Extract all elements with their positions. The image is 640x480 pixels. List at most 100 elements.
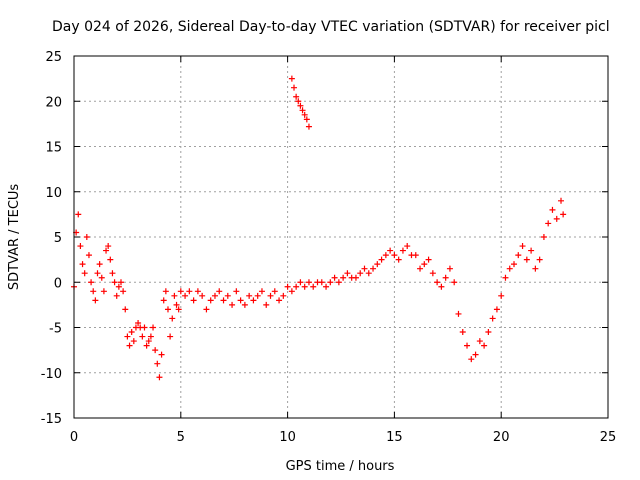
data-point xyxy=(438,283,445,290)
data-point xyxy=(130,338,137,345)
data-point xyxy=(77,243,84,250)
data-point xyxy=(374,261,381,268)
data-point xyxy=(493,306,500,313)
data-point xyxy=(280,292,287,299)
data-point xyxy=(220,297,227,304)
data-point xyxy=(182,292,189,299)
data-point xyxy=(515,252,522,259)
data-point xyxy=(442,274,449,281)
data-point xyxy=(455,310,462,317)
data-point xyxy=(464,342,471,349)
data-point xyxy=(186,288,193,295)
y-tick-label: 20 xyxy=(45,95,62,110)
data-point xyxy=(207,297,214,304)
data-point xyxy=(190,297,197,304)
data-point xyxy=(502,274,509,281)
data-point xyxy=(107,256,114,263)
data-point xyxy=(263,301,270,308)
data-point xyxy=(98,274,105,281)
data-point xyxy=(323,283,330,290)
data-point xyxy=(310,283,317,290)
data-point xyxy=(303,116,310,123)
data-point xyxy=(92,297,99,304)
data-point xyxy=(519,243,526,250)
data-point xyxy=(115,283,122,290)
data-point xyxy=(237,297,244,304)
data-point xyxy=(357,270,364,277)
data-point xyxy=(476,338,483,345)
data-point xyxy=(327,279,334,286)
y-tick-label: 5 xyxy=(54,231,62,246)
data-point xyxy=(421,261,428,268)
data-point xyxy=(276,297,283,304)
data-point xyxy=(511,261,518,268)
data-point xyxy=(536,256,543,263)
y-axis-label: SDTVAR / TECUs xyxy=(7,184,22,291)
data-point xyxy=(506,265,513,272)
data-point xyxy=(147,333,154,340)
data-point xyxy=(340,274,347,281)
data-point xyxy=(94,270,101,277)
data-point xyxy=(291,84,298,91)
data-point xyxy=(203,306,210,313)
x-tick-label: 20 xyxy=(493,430,510,445)
data-point xyxy=(128,329,135,336)
data-point xyxy=(429,270,436,277)
data-point xyxy=(162,288,169,295)
data-point xyxy=(120,288,127,295)
data-point xyxy=(417,265,424,272)
data-point xyxy=(523,256,530,263)
data-point xyxy=(528,247,535,254)
data-point xyxy=(301,283,308,290)
data-point xyxy=(481,342,488,349)
data-point xyxy=(79,261,86,268)
data-point xyxy=(558,197,565,204)
ticks: 0 5 10 15 20 25 -15 -10 -5 0 5 10 15 20 25 xyxy=(41,50,617,445)
y-tick-label: -5 xyxy=(49,322,62,337)
data-point xyxy=(154,360,161,367)
data-point xyxy=(404,243,411,250)
data-point xyxy=(545,220,552,227)
data-point xyxy=(111,279,118,286)
x-tick-label: 10 xyxy=(279,430,296,445)
data-point xyxy=(425,256,432,263)
data-point xyxy=(258,288,265,295)
data-point xyxy=(459,329,466,336)
data-point xyxy=(305,279,312,286)
data-point xyxy=(194,288,201,295)
data-point xyxy=(370,265,377,272)
data-point xyxy=(109,270,116,277)
data-point xyxy=(156,374,163,381)
data-point xyxy=(318,279,325,286)
data-point xyxy=(250,297,257,304)
data-point xyxy=(560,211,567,218)
data-point xyxy=(485,329,492,336)
data-point xyxy=(288,75,295,82)
data-point xyxy=(141,324,148,331)
data-point xyxy=(90,288,97,295)
data-point xyxy=(293,283,300,290)
data-point xyxy=(164,306,171,313)
data-point xyxy=(171,292,178,299)
data-point xyxy=(100,288,107,295)
data-point xyxy=(177,288,184,295)
data-point xyxy=(297,279,304,286)
x-tick-label: 25 xyxy=(600,430,617,445)
y-tick-label: 10 xyxy=(45,186,62,201)
data-point xyxy=(271,288,278,295)
data-point xyxy=(145,338,152,345)
y-tick-label: -10 xyxy=(41,367,62,382)
data-point xyxy=(211,292,218,299)
data-point xyxy=(451,279,458,286)
data-point xyxy=(96,261,103,268)
data-point xyxy=(378,256,385,263)
data-point xyxy=(254,292,261,299)
data-point xyxy=(468,356,475,363)
data-point xyxy=(122,306,129,313)
data-point xyxy=(113,292,120,299)
data-point xyxy=(229,301,236,308)
y-tick-label: 25 xyxy=(45,50,62,65)
data-point xyxy=(305,123,312,130)
data-point xyxy=(293,93,300,100)
